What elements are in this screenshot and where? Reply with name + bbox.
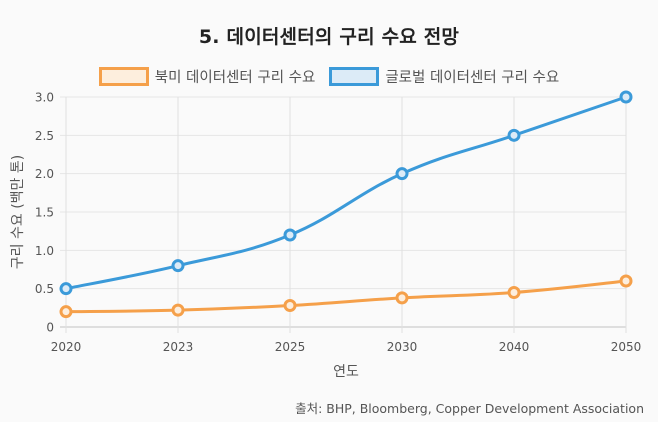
legend-label-north-america: 북미 데이터센터 구리 수요 [154,70,316,86]
data-point [395,291,409,305]
legend-swatch-global [329,67,380,86]
data-point [507,128,521,142]
x-tick-label: 2050 [611,340,642,354]
data-point [171,303,185,317]
x-tick-label: 2023 [163,340,194,354]
series-line-0 [64,279,628,314]
data-point [395,167,409,181]
legend-swatch-north-america [98,67,149,86]
x-axis-title: 연도 [333,364,359,380]
legend-item-north-america[interactable]: 북미 데이터센터 구리 수요 [98,66,316,87]
legend: 북미 데이터센터 구리 수요 글로벌 데이터센터 구리 수요 [0,66,658,87]
data-point [59,282,73,296]
y-tick-label: 1.0 [35,244,54,258]
series-line-1 [64,95,628,291]
y-axis-title: 구리 수요 (백만 톤) [10,155,26,269]
chart-title: 5. 데이터센터의 구리 수요 전망 [198,26,460,48]
y-tick-label: 2.0 [35,167,54,181]
source-note: 출처: BHP, Bloomberg, Copper Development A… [295,401,644,416]
x-tick-label: 2020 [51,340,82,354]
data-point [619,90,633,104]
x-tick-label: 2030 [387,340,418,354]
data-point [619,274,633,288]
legend-item-global[interactable]: 글로벌 데이터센터 구리 수요 [329,66,559,87]
data-point [283,299,297,313]
data-point [59,305,73,319]
y-tick-label: 0 [46,321,54,335]
y-tick-label: 1.5 [35,206,54,220]
x-tick-label: 2040 [499,340,530,354]
data-point [283,228,297,242]
x-tick-label: 2025 [275,340,306,354]
legend-label-global: 글로벌 데이터센터 구리 수요 [385,70,560,86]
data-point [507,286,521,299]
y-tick-label: 3.0 [35,91,54,105]
y-tick-label: 0.5 [35,282,54,296]
data-point [171,259,185,273]
y-tick-label: 2.5 [35,129,54,143]
